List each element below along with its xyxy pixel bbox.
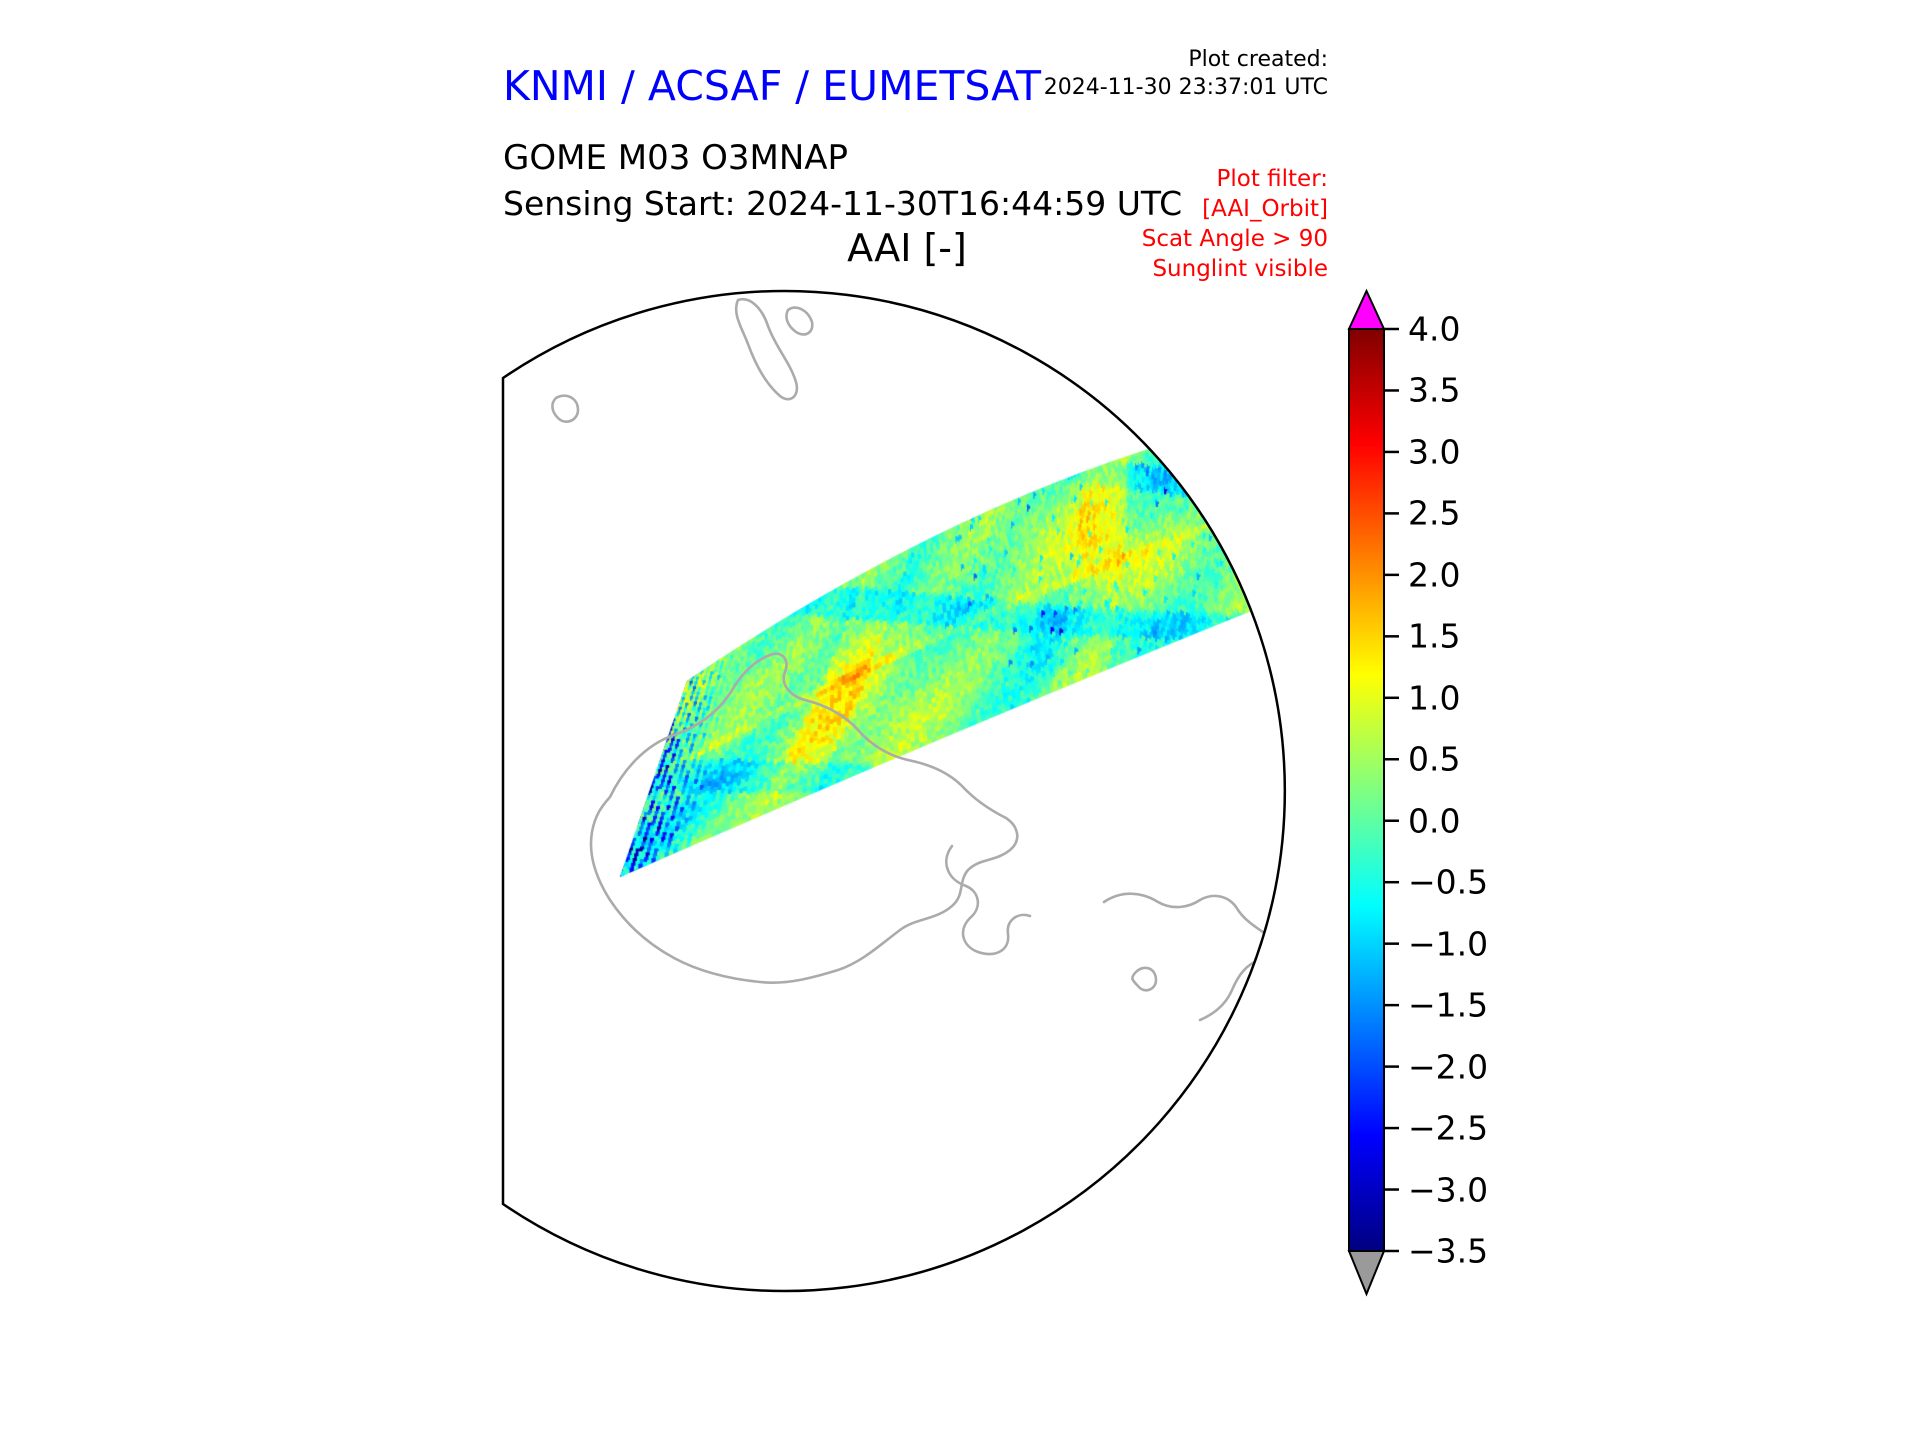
colorbar-tick-label: 1.5 xyxy=(1408,616,1461,656)
colorbar-tick-label: −1.5 xyxy=(1408,985,1489,1025)
colorbar-tick-label: −2.0 xyxy=(1408,1047,1489,1087)
colorbar-tick-label: 0.0 xyxy=(1408,801,1461,841)
colorbar-tick-label: −3.5 xyxy=(1408,1231,1489,1271)
colorbar-tick-label: 3.5 xyxy=(1408,370,1461,410)
colorbar-tick-label: 1.0 xyxy=(1408,678,1461,718)
colorbar-tick-label: 2.5 xyxy=(1408,493,1461,533)
colorbar-tick-label: −0.5 xyxy=(1408,862,1489,902)
colorbar-tick-label: −3.0 xyxy=(1408,1170,1489,1210)
colorbar-tick-label: 2.0 xyxy=(1408,555,1461,595)
colorbar-tick-label: 4.0 xyxy=(1408,309,1461,349)
colorbar-tick-label: 3.0 xyxy=(1408,432,1461,472)
colorbar-tick-label: 0.5 xyxy=(1408,739,1461,779)
colorbar-tick-label: −1.0 xyxy=(1408,924,1489,964)
colorbar-tick-label: −2.5 xyxy=(1408,1108,1489,1148)
